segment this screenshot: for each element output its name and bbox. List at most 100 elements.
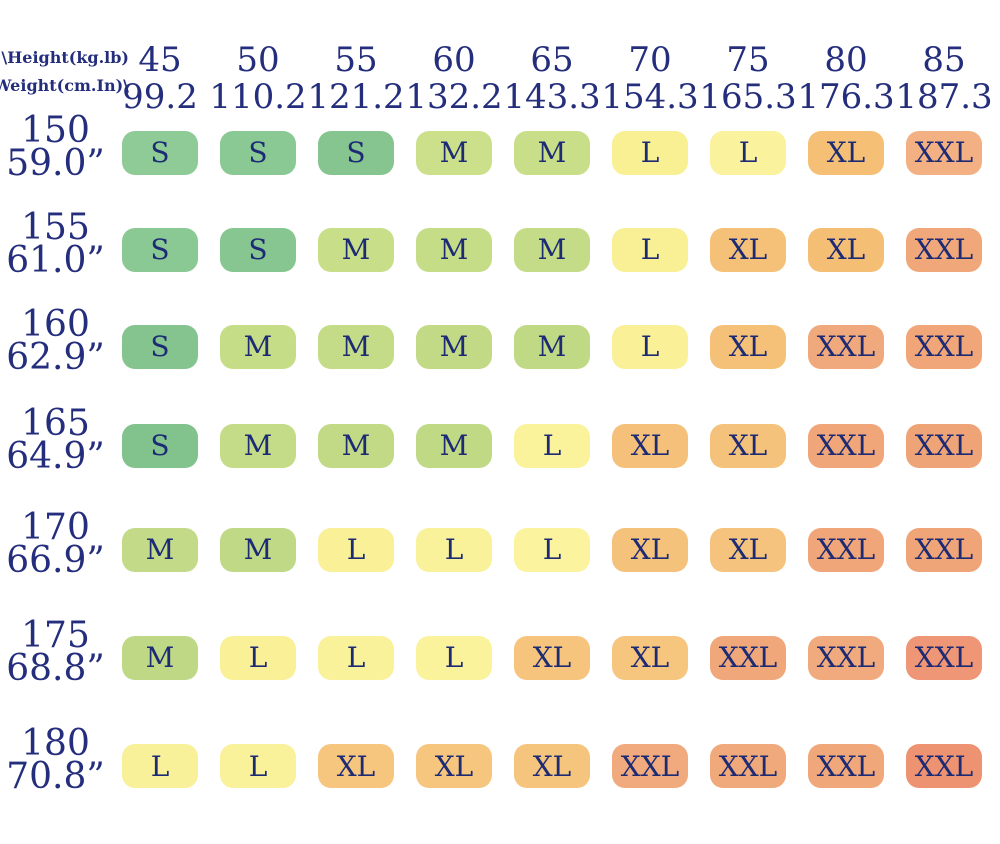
size-pill: M [318, 227, 394, 272]
size-pill: XXL [906, 324, 982, 369]
size-cell: XXL [797, 712, 895, 820]
size-cell: XL [601, 395, 699, 496]
size-cell: M [405, 298, 503, 395]
size-pill: XL [710, 227, 786, 272]
size-cell: XL [699, 298, 797, 395]
size-pill: XL [808, 227, 884, 272]
size-chart-grid: \Height(kg.lb) Weight(cm.In)\ 45 99.2 50 11… [0, 0, 993, 820]
size-cell: M [405, 104, 503, 201]
size-pill: L [220, 635, 296, 680]
corner-axis-label: \Height(kg.lb) Weight(cm.In)\ [0, 0, 129, 104]
size-pill: XXL [710, 635, 786, 680]
column-header: 60 132.2 [405, 12, 503, 116]
size-pill: XL [416, 744, 492, 788]
size-cell: XXL [895, 104, 993, 201]
size-cell: XL [699, 201, 797, 298]
weight-kg-value: 65 [530, 40, 574, 80]
weight-kg-value: 80 [824, 40, 868, 80]
height-cm-value: 175 [21, 614, 90, 656]
size-cell: L [503, 395, 601, 496]
size-pill: L [710, 130, 786, 175]
height-inch-value: 61.0” [6, 239, 105, 281]
row-header: 150 59.0” [0, 98, 111, 195]
size-pill: XL [612, 527, 688, 572]
size-pill: M [416, 423, 492, 468]
size-cell: M [307, 298, 405, 395]
size-cell: M [111, 496, 209, 603]
height-cm-value: 165 [21, 402, 90, 444]
size-pill: S [318, 130, 394, 175]
size-cell: XXL [797, 395, 895, 496]
column-header: 65 143.3 [503, 12, 601, 116]
size-pill: L [514, 527, 590, 572]
row-header: 165 64.9” [0, 389, 111, 490]
height-inch-value: 66.9” [6, 539, 105, 581]
size-cell: XXL [895, 496, 993, 603]
size-cell: XXL [895, 201, 993, 298]
size-pill: S [122, 324, 198, 369]
size-cell: L [405, 603, 503, 712]
column-header: 70 154.3 [601, 12, 699, 116]
column-header: 45 99.2 [111, 12, 209, 116]
weight-lb-value: 176.3 [797, 77, 895, 117]
size-pill: XL [612, 423, 688, 468]
size-pill: M [514, 227, 590, 272]
weight-lb-value: 132.2 [405, 77, 503, 117]
size-pill: L [416, 635, 492, 680]
size-cell: L [405, 496, 503, 603]
height-inch-value: 59.0” [6, 142, 105, 184]
size-pill: XXL [612, 744, 688, 788]
size-pill: XXL [906, 744, 982, 788]
row-header: 160 62.9” [0, 292, 111, 389]
size-pill: XXL [906, 130, 982, 175]
column-header: 75 165.3 [699, 12, 797, 116]
size-cell: L [111, 712, 209, 820]
weight-kg-value: 60 [432, 40, 476, 80]
size-pill: XL [514, 635, 590, 680]
size-pill: XXL [808, 527, 884, 572]
size-cell: L [209, 603, 307, 712]
size-pill: L [122, 744, 198, 788]
row-header: 170 66.9” [0, 490, 111, 597]
size-pill: M [318, 324, 394, 369]
size-cell: S [209, 104, 307, 201]
size-cell: M [307, 201, 405, 298]
size-cell: M [503, 104, 601, 201]
size-pill: L [318, 527, 394, 572]
size-pill: M [122, 527, 198, 572]
column-header: 50 110.2 [209, 12, 307, 116]
size-cell: XXL [895, 298, 993, 395]
size-pill: L [416, 527, 492, 572]
row-header: 175 68.8” [0, 597, 111, 706]
size-pill: XL [808, 130, 884, 175]
size-cell: XL [797, 104, 895, 201]
size-cell: M [209, 298, 307, 395]
size-pill: XXL [906, 635, 982, 680]
size-pill: S [122, 227, 198, 272]
size-pill: XXL [710, 744, 786, 788]
weight-kg-value: 85 [922, 40, 966, 80]
size-cell: L [307, 496, 405, 603]
row-header: 155 61.0” [0, 195, 111, 292]
size-pill: XL [710, 324, 786, 369]
size-cell: M [209, 496, 307, 603]
size-pill: L [612, 227, 688, 272]
size-cell: M [503, 298, 601, 395]
size-cell: XL [601, 496, 699, 603]
size-cell: S [209, 201, 307, 298]
column-header: 55 121.2 [307, 12, 405, 116]
weight-lb-value: 143.3 [503, 77, 601, 117]
size-cell: L [601, 201, 699, 298]
size-pill: M [514, 324, 590, 369]
height-inch-value: 62.9” [6, 336, 105, 378]
weight-kg-value: 70 [628, 40, 672, 80]
size-pill: XXL [906, 227, 982, 272]
size-pill: M [220, 423, 296, 468]
height-cm-value: 150 [21, 109, 90, 151]
size-cell: XL [307, 712, 405, 820]
height-axis-label: \Height(kg.lb) [1, 48, 129, 67]
size-pill: XXL [808, 324, 884, 369]
size-pill: S [122, 423, 198, 468]
size-cell: S [111, 104, 209, 201]
size-pill: XXL [906, 423, 982, 468]
